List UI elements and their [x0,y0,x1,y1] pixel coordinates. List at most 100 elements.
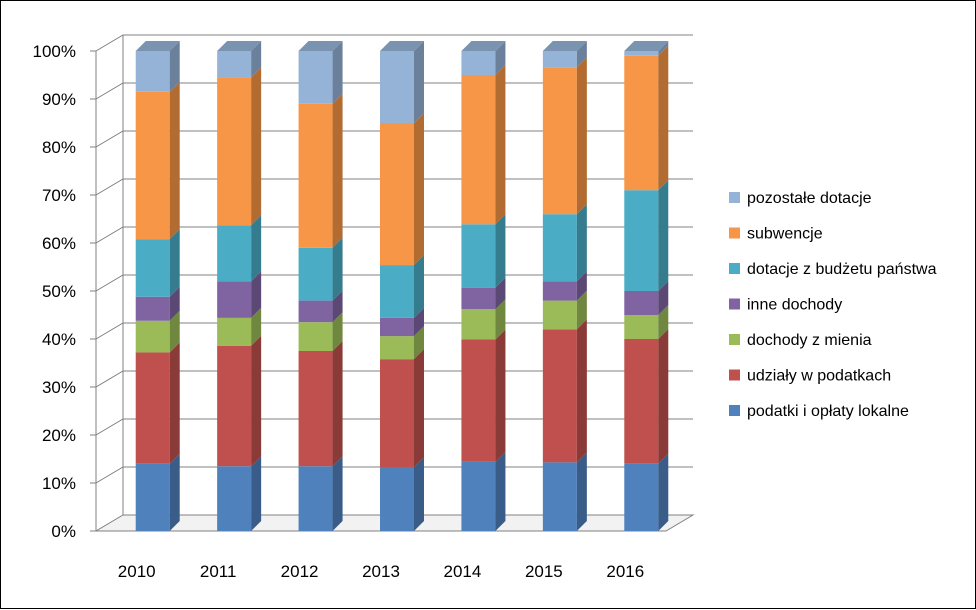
bar-segment [624,305,669,339]
x-tick-label: 2015 [525,562,563,581]
x-tick-label: 2012 [281,562,319,581]
legend-label: dotacje z budżetu państwa [747,261,937,278]
y-tick-label: 50% [42,282,76,301]
bar-front [461,309,496,340]
bar-segment [135,41,180,92]
bar-side [495,65,506,225]
bar-top [542,41,587,51]
bar-side [332,290,343,323]
bar-side [495,41,506,75]
bar-front [217,77,252,226]
bar-side [414,349,424,468]
bar-side [251,41,262,78]
bar-side [576,271,587,301]
bar-front [217,317,252,346]
bar-front [217,281,252,318]
bar-front [217,51,252,78]
bar-segment [217,307,262,346]
bar-segment [461,451,506,531]
bar-front [298,247,333,301]
bar-segment [135,229,180,297]
bar-side [576,319,587,463]
legend-item: udziały w podatkach [729,368,891,385]
bar-segment [461,65,506,225]
bar-side [332,312,343,351]
y-tick-label: 40% [42,330,76,349]
bar-segment [624,180,669,291]
x-tick-label: 2010 [118,562,156,581]
bar-side [251,271,262,318]
bar-front [217,345,252,467]
bar-segment [217,271,262,318]
bar-side [495,451,506,531]
bar-segment [624,41,669,56]
bar-side [332,456,343,531]
bar-front [135,352,170,464]
legend-item: subwencje [729,226,823,243]
bar-side [495,329,506,462]
bar-front [298,322,333,351]
bar-side [332,341,343,467]
bar-top [624,41,669,51]
bar-segment [461,329,506,462]
bar-segment [135,286,180,321]
bar-side [576,452,587,531]
bar-front [542,300,577,330]
bar-front [380,123,414,266]
bar-segment [542,319,587,463]
bar-segment [542,290,587,330]
bar-front [135,296,170,321]
bar-front [624,339,659,464]
bar-front [380,336,414,360]
bar-side [251,67,262,226]
bar-segment [542,57,587,215]
bar-front [135,463,170,531]
bar-side [332,41,343,104]
bar-segment [217,41,262,78]
bar-front [217,466,252,531]
bar-top [217,41,262,51]
bar-front [542,329,577,463]
bar-front [217,225,252,282]
bar-segment [298,93,343,248]
y-tick-label: 20% [42,426,76,445]
bar-segment [380,457,424,531]
x-tick-label: 2016 [606,562,644,581]
y-tick-label: 90% [42,90,76,109]
legend-label: inne dochody [747,297,842,314]
legend-item: dotacje z budżetu państwa [729,261,937,278]
bar-segment [624,329,669,464]
y-tick-label: 100% [33,42,76,61]
bar-top [380,41,424,51]
legend-swatch [729,334,740,345]
bar-segment [135,310,180,353]
bar-segment [380,255,424,318]
bar-top [135,41,180,51]
bar-front [624,315,659,339]
x-axis-labels: 2010 2011 2012 2013 2014 2015 2016 [118,562,644,581]
bar-side [169,81,180,240]
bar-front [135,91,170,240]
legend-label: pozostałe dotacje [747,190,872,207]
bar-segment [624,281,669,315]
legend-item: dochody z mienia [729,332,872,349]
bar-side [251,215,262,282]
y-tick-label: 70% [42,186,76,205]
bar-side [169,453,180,531]
bar-front [380,317,414,337]
bar-segment [461,214,506,288]
bar-side [495,277,506,310]
bar-side [251,307,262,346]
bar-segment [380,349,424,468]
bar-side [658,281,669,315]
bar-front [298,466,333,531]
bar-side [332,93,343,248]
bar-segment [380,307,424,337]
bar-segment [298,41,343,104]
bar-segment [542,271,587,301]
bar-front [542,214,577,282]
bar-side [169,41,180,92]
bar-segment [298,341,343,467]
